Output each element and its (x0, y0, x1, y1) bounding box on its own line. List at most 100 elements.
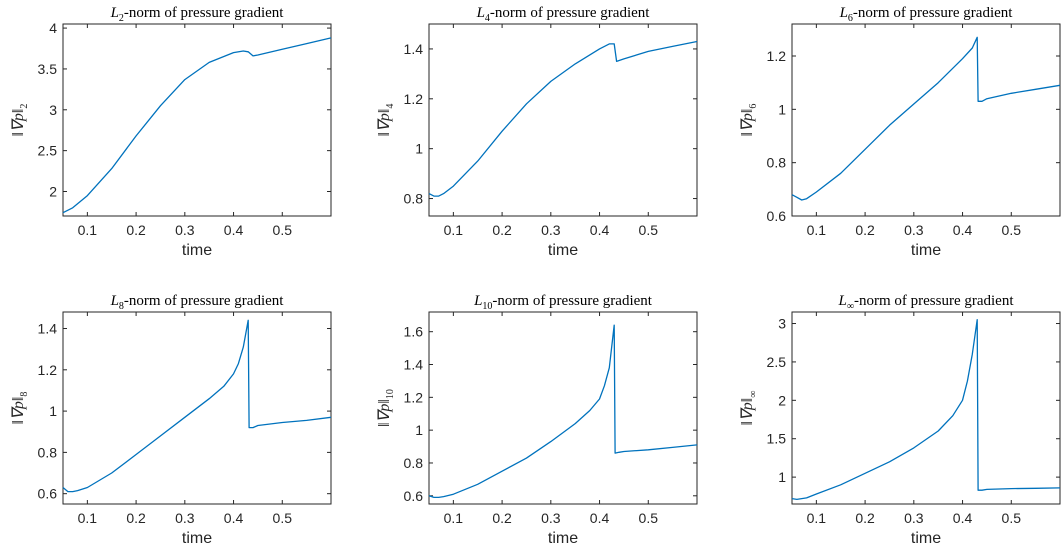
x-tick-label: 0.5 (273, 222, 293, 238)
y-tick-label: 4 (49, 20, 57, 36)
panel-6: 0.1 0.2 0.3 0.4 0.511.522.53L∞-norm of press… (739, 293, 1061, 547)
chart-title-base: L (110, 293, 119, 309)
y-axis-label: ‖∇p‖8 (10, 392, 30, 425)
chart-title-rest: -norm of pressure gradient (853, 5, 1013, 21)
plot-area (428, 311, 698, 505)
panel-5: 0.1 0.2 0.3 0.4 0.50.60.811.21.41.6L10-norm … (376, 293, 698, 547)
x-tick-label: 0.5 (273, 510, 293, 526)
y-axis-label: ‖∇p‖6 (739, 104, 759, 137)
x-tick-label: 0.2 (492, 510, 512, 526)
y-axis-label-subscript: ∞ (748, 391, 759, 398)
x-tick-label: 0.5 (639, 222, 659, 238)
y-axis-label: ‖∇p‖2 (10, 104, 30, 137)
y-tick-label: 1 (415, 422, 423, 438)
x-tick-label: 0.4 (590, 222, 610, 238)
x-tick-label: 0.1 (444, 510, 464, 526)
y-tick-label: 0.8 (404, 191, 424, 207)
x-tick-label: 0.1 (444, 222, 464, 238)
x-tick-label: 0.2 (126, 510, 146, 526)
y-axis-label-base: ‖∇p‖ (376, 399, 393, 427)
chart-title-subscript: 2 (119, 13, 124, 24)
x-tick-label: 0.1 (807, 510, 827, 526)
y-tick-label: 1.5 (767, 431, 787, 447)
y-axis-label-subscript: 6 (748, 104, 759, 109)
x-tick-label: 0.5 (1002, 222, 1022, 238)
y-tick-label: 1 (49, 403, 57, 419)
series-line (791, 36, 1061, 201)
chart-title-rest: -norm of pressure gradient (124, 293, 284, 309)
y-axis-label-base: ‖∇p‖ (376, 109, 393, 137)
x-axis-label: time (911, 530, 941, 547)
chart-title: L∞-norm of pressure gradient (837, 293, 1014, 312)
chart-title: L8-norm of pressure gradient (110, 293, 285, 312)
chart-title-base: L (839, 5, 848, 21)
x-axis-label: time (911, 242, 941, 259)
chart-title-base: L (110, 5, 119, 21)
y-axis-label-base: ‖∇p‖ (10, 109, 27, 137)
x-axis-label: time (182, 242, 212, 259)
x-tick-label: 0.4 (953, 222, 973, 238)
y-tick-label: 3.5 (38, 61, 58, 77)
y-tick-label: 1 (778, 101, 786, 117)
x-axis-label: time (548, 242, 578, 259)
x-tick-label: 0.1 (807, 222, 827, 238)
chart-title: L2-norm of pressure gradient (110, 5, 285, 24)
series-line (428, 40, 698, 197)
panel-1: 0.1 0.2 0.3 0.4 0.5 2 2.5 3 3.5 4 L2-norm of press… (10, 5, 332, 259)
x-tick-label: 0.2 (126, 222, 146, 238)
x-tick-label: 0.5 (1002, 510, 1022, 526)
y-axis-label: ‖∇p‖4 (376, 104, 396, 137)
y-tick-label: 0.6 (404, 488, 424, 504)
y-tick-label: 2.5 (38, 143, 58, 159)
panel-3: 0.1 0.2 0.3 0.4 0.50.60.811.2L6-norm of pres… (739, 5, 1061, 259)
x-tick-label: 0.3 (904, 510, 924, 526)
x-tick-label: 0.2 (855, 510, 875, 526)
x-tick-label: 0.2 (492, 222, 512, 238)
plot-area (428, 23, 698, 217)
y-axis-label-subscript: 8 (19, 392, 30, 397)
chart-title-subscript: ∞ (847, 301, 854, 312)
x-tick-label: 0.3 (541, 222, 561, 238)
x-tick-label: 0.3 (904, 222, 924, 238)
x-axis-label: time (182, 530, 212, 547)
x-tick-label: 0.3 (175, 510, 195, 526)
y-axis-label-subscript: 2 (19, 104, 30, 109)
x-tick-label: 0.1 (78, 510, 98, 526)
panel-4: 0.1 0.2 0.3 0.4 0.50.60.811.21.4L8-norm of p… (10, 293, 332, 547)
y-tick-label: 1.4 (404, 41, 424, 57)
chart-title-rest: -norm of pressure gradient (490, 5, 650, 21)
y-axis-label-base: ‖∇p‖ (739, 109, 756, 137)
y-tick-label: 0.8 (38, 444, 58, 460)
x-tick-label: 0.4 (953, 510, 973, 526)
y-tick-label: 1.6 (404, 324, 424, 340)
x-tick-label: 0.4 (224, 222, 244, 238)
chart-title: L10-norm of pressure gradient (473, 293, 653, 312)
y-axis-label: ‖∇p‖10 (376, 389, 396, 427)
y-axis-label: ‖∇p‖∞ (739, 391, 759, 426)
y-tick-label: 1.2 (404, 389, 424, 405)
y-tick-label: 3 (778, 316, 786, 332)
chart-title: L4-norm of pressure gradient (476, 5, 651, 24)
x-tick-label: 0.3 (175, 222, 195, 238)
y-tick-label: 0.6 (767, 208, 787, 224)
plot-area (791, 311, 1061, 505)
series-line (428, 324, 698, 499)
y-tick-label: 1 (778, 469, 786, 485)
y-tick-label: 1.4 (404, 357, 424, 373)
y-tick-label: 1.2 (404, 91, 424, 107)
chart-title-subscript: 6 (848, 13, 853, 24)
y-tick-label: 1 (415, 141, 423, 157)
x-tick-label: 0.1 (78, 222, 98, 238)
chart-title-subscript: 4 (485, 13, 490, 24)
chart-title: L6-norm of pressure gradient (839, 5, 1014, 24)
x-tick-label: 0.4 (224, 510, 244, 526)
y-axis-label-subscript: 10 (385, 389, 396, 399)
y-tick-label: 0.6 (38, 486, 58, 502)
y-tick-label: 3 (49, 102, 57, 118)
plot-area (791, 23, 1061, 217)
chart-title-subscript: 10 (482, 301, 492, 312)
y-tick-label: 2 (49, 183, 57, 199)
plot-area (62, 23, 332, 217)
chart-title-rest: -norm of pressure gradient (854, 293, 1014, 309)
